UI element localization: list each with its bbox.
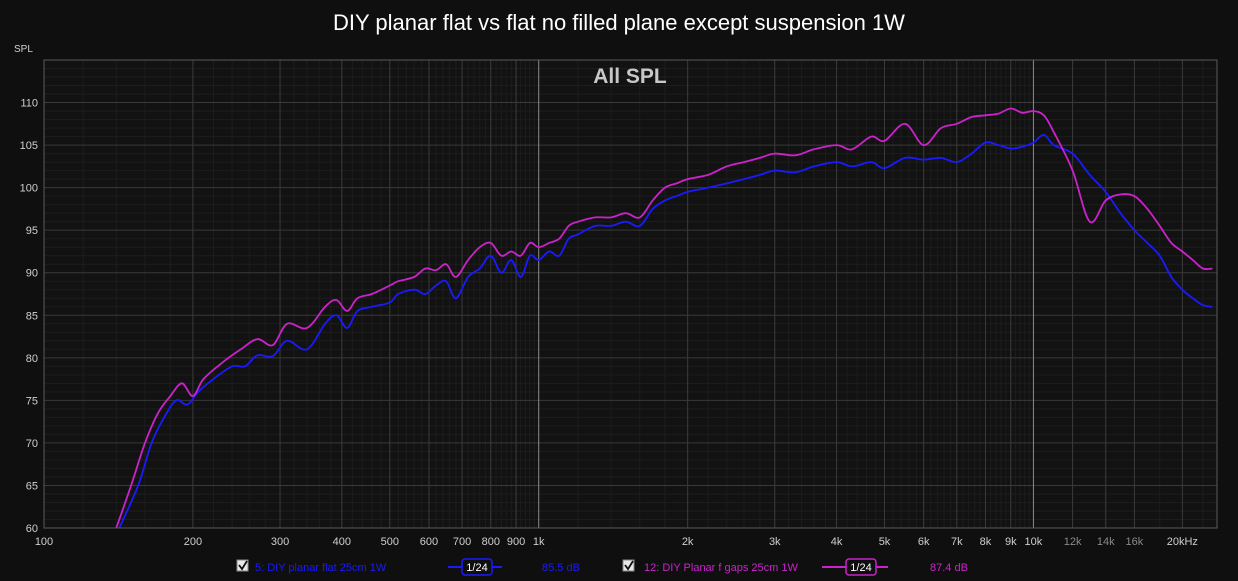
- y-tick-label: 95: [26, 225, 38, 237]
- legend-value-2: 87.4 dB: [930, 562, 968, 574]
- x-axis-ticks: 100 200 300 400 500 600 700 800 900 1k 2k 3k 4k 5k 6k 7…: [35, 536, 1198, 548]
- plot-area: [44, 60, 1217, 528]
- y-tick-label: 105: [20, 140, 38, 152]
- legend-label-2: 12: DIY Planar f gaps 25cm 1W: [644, 562, 798, 574]
- legend: 5: DIY planar flat 25cm 1W 1/24 85.5 dB …: [236, 558, 968, 576]
- x-tick-label: 10k: [1025, 536, 1043, 548]
- y-axis-label: SPL: [14, 44, 33, 55]
- y-tick-label: 110: [20, 98, 38, 110]
- x-tick-label: 900: [507, 536, 525, 548]
- x-tick-label: 6k: [918, 536, 930, 548]
- x-tick-label: 400: [333, 536, 351, 548]
- x-tick-label: 700: [453, 536, 471, 548]
- x-tick-label: 12k: [1064, 536, 1082, 548]
- x-tick-label: 100: [35, 536, 53, 548]
- x-tick-label: 4k: [831, 536, 843, 548]
- y-tick-label: 85: [26, 310, 38, 322]
- y-tick-label: 80: [26, 353, 38, 365]
- legend-item-2[interactable]: 12: DIY Planar f gaps 25cm 1W 1/24 87.4 …: [622, 558, 968, 576]
- legend-label-1: 5: DIY planar flat 25cm 1W: [255, 562, 387, 574]
- y-tick-label: 60: [26, 523, 38, 535]
- x-tick-label: 2k: [682, 536, 694, 548]
- x-tick-label: 200: [184, 536, 202, 548]
- x-tick-label: 5k: [879, 536, 891, 548]
- smoothing-label-1: 1/24: [466, 562, 487, 574]
- checkmark-icon: [624, 560, 634, 571]
- x-tick-label: 3k: [769, 536, 781, 548]
- x-tick-label: 300: [271, 536, 289, 548]
- x-tick-label: 1k: [533, 536, 545, 548]
- y-tick-label: 70: [26, 438, 38, 450]
- y-tick-label: 75: [26, 395, 38, 407]
- series-line-1: [118, 134, 1213, 528]
- x-tick-label: 20kHz: [1167, 536, 1198, 548]
- y-tick-label: 65: [26, 480, 38, 492]
- plot-frame: [43, 59, 1218, 529]
- legend-checkbox-2[interactable]: [622, 559, 635, 572]
- x-tick-label: 7k: [951, 536, 963, 548]
- y-tick-label: 90: [26, 268, 38, 280]
- x-tick-label: 8k: [980, 536, 992, 548]
- series-lines: [115, 107, 1213, 528]
- y-axis-ticks: 60 65 70 75 80 85 90 95 100 105 110: [20, 98, 38, 535]
- y-tick-label: 100: [20, 183, 38, 195]
- x-tick-label: 600: [420, 536, 438, 548]
- chart-title: DIY planar flat vs flat no filled plane …: [333, 10, 905, 35]
- smoothing-label-2: 1/24: [850, 562, 871, 574]
- legend-checkbox-1[interactable]: [236, 559, 249, 572]
- x-tick-label: 500: [381, 536, 399, 548]
- checkmark-icon: [238, 560, 248, 571]
- x-tick-label: 16k: [1126, 536, 1144, 548]
- x-tick-label: 9k: [1005, 536, 1017, 548]
- x-tick-label: 14k: [1097, 536, 1115, 548]
- legend-value-1: 85.5 dB: [542, 562, 580, 574]
- legend-item-1[interactable]: 5: DIY planar flat 25cm 1W 1/24 85.5 dB: [236, 558, 580, 576]
- chart-subtitle: All SPL: [593, 65, 667, 88]
- series-line-2: [115, 107, 1213, 528]
- x-tick-label: 800: [482, 536, 500, 548]
